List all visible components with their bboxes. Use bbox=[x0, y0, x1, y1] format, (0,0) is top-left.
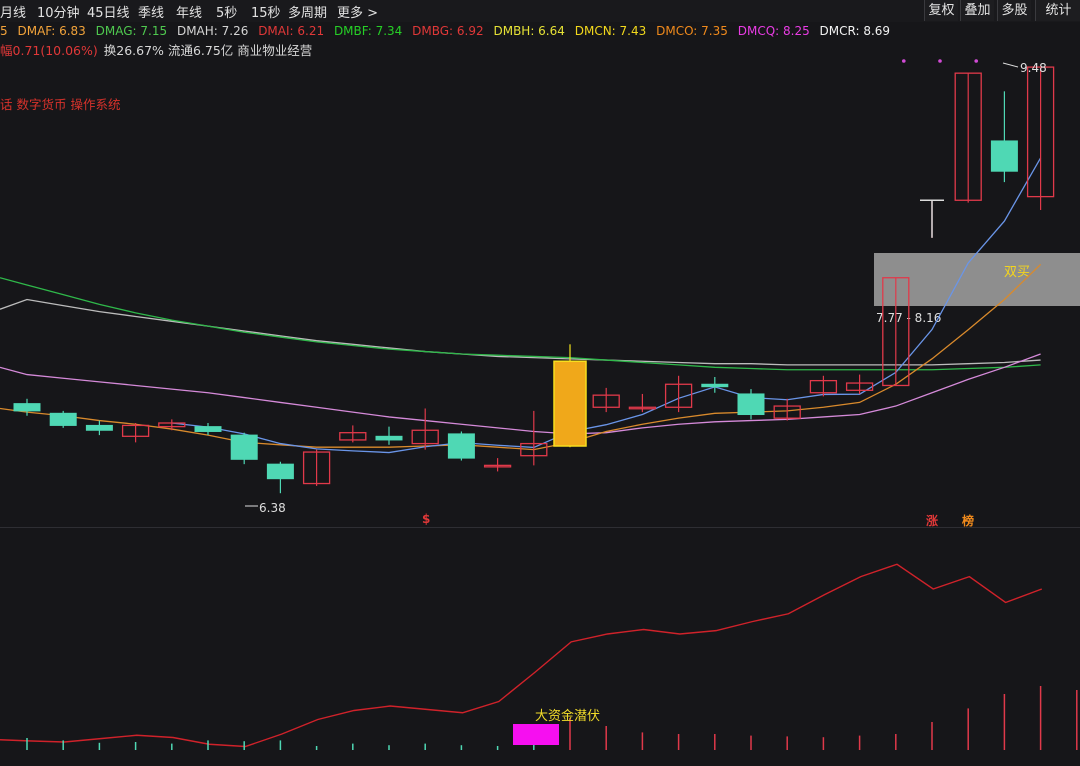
ma-legend-item: DMCQ: 8.25 bbox=[737, 24, 810, 38]
candle-body bbox=[194, 426, 222, 432]
candle-body bbox=[882, 277, 910, 387]
period-10min-tab[interactable]: 10分钟 bbox=[37, 6, 80, 21]
candle-body bbox=[809, 379, 838, 394]
turnover-value: 换26.67% bbox=[103, 43, 164, 58]
period-5s-tab[interactable]: 5秒 bbox=[216, 6, 238, 21]
candle-body bbox=[447, 433, 475, 459]
change-value: 0.71(10.06%) bbox=[12, 43, 98, 58]
candle-body bbox=[628, 406, 657, 410]
candle-body bbox=[121, 424, 150, 437]
marker-dot bbox=[902, 59, 906, 63]
ma-line-pink bbox=[0, 353, 1041, 435]
candle-body bbox=[737, 393, 765, 416]
ma-legend-item: DMBH: 6.64 bbox=[493, 24, 565, 38]
period-multi-tab[interactable]: 多周期 bbox=[288, 6, 328, 21]
multi-stock-button[interactable]: 多股 bbox=[997, 0, 1031, 21]
ma-legend-item: DMAG: 7.15 bbox=[95, 24, 168, 38]
ma-legend-item: DMAH: 7.26 bbox=[176, 24, 249, 38]
candle-body bbox=[592, 394, 620, 408]
ma-legend-item: DMBG: 6.92 bbox=[412, 24, 484, 38]
candle-body bbox=[266, 463, 294, 480]
candle-body bbox=[553, 360, 587, 447]
limit-up-badge[interactable]: 涨 bbox=[926, 514, 939, 528]
candle-body bbox=[845, 382, 874, 391]
ma-line-orange bbox=[0, 263, 1042, 451]
low-price-label: 6.38 bbox=[259, 501, 286, 515]
ma-line-long-gray bbox=[0, 298, 1041, 366]
candle-body bbox=[49, 412, 77, 426]
ma-legend-item: DMAF: 6.83 bbox=[17, 24, 86, 38]
candle-body bbox=[302, 451, 331, 485]
high-price-label: 9.48 bbox=[1020, 61, 1047, 75]
candle-body bbox=[954, 72, 982, 201]
fund-signal-box bbox=[513, 724, 559, 745]
ma-legend-item: DMCN: 7.43 bbox=[574, 24, 647, 38]
ma-legend-item: DMBF: 7.34 bbox=[333, 24, 403, 38]
candle-body bbox=[773, 405, 801, 419]
industry-label[interactable]: 商业物业经营 bbox=[237, 43, 313, 58]
candle-body bbox=[339, 432, 367, 441]
panel-divider bbox=[0, 527, 1080, 528]
candle-body bbox=[13, 403, 41, 412]
period-toolbar: 月线 10分钟 45日线 季线 年线 5秒 15秒 多周期 更多 > 复权 叠加… bbox=[0, 0, 1080, 22]
ma-legend-item: DMCR: 8.69 bbox=[819, 24, 891, 38]
period-year-tab[interactable]: 年线 bbox=[176, 6, 203, 21]
candle-body bbox=[375, 435, 403, 441]
list-badge[interactable]: 榜 bbox=[962, 514, 975, 528]
period-more-menu[interactable]: 更多 > bbox=[337, 6, 379, 21]
statistics-button[interactable]: 统计 bbox=[1035, 0, 1080, 21]
quote-info-bar: 幅0.71(10.06%) 换26.67% 流通6.75亿 商业物业经营 bbox=[0, 40, 312, 59]
marker-dot bbox=[938, 59, 942, 63]
marker-dot bbox=[974, 59, 978, 63]
float-cap-value: 流通6.75亿 bbox=[167, 43, 234, 58]
ma-legend-item: DMCO: 7.35 bbox=[656, 24, 728, 38]
indicator-line bbox=[0, 563, 1043, 748]
candle-body bbox=[411, 429, 439, 445]
period-month-tab[interactable]: 月线 bbox=[0, 6, 27, 21]
candle-body bbox=[990, 140, 1018, 172]
candle-body bbox=[85, 424, 113, 431]
ma-legend: 5 DMAF: 6.83 DMAG: 7.15 DMAH: 7.26 DMAI:… bbox=[0, 24, 896, 38]
candle-body bbox=[483, 464, 512, 468]
adjust-button[interactable]: 复权 bbox=[924, 0, 958, 21]
buy-signal-label: 双买 bbox=[1004, 265, 1031, 280]
candle-body bbox=[520, 442, 548, 457]
high-arrow bbox=[1002, 62, 1019, 68]
ma-legend-item: DMAI: 6.21 bbox=[258, 24, 325, 38]
ma-legend-item: 5 bbox=[0, 24, 8, 38]
period-45day-tab[interactable]: 45日线 bbox=[87, 6, 130, 21]
candle-body bbox=[1026, 66, 1055, 198]
candle-body bbox=[230, 434, 258, 460]
change-prefix: 幅 bbox=[0, 43, 13, 58]
ma-line-long-green bbox=[0, 277, 1041, 371]
candle-body bbox=[664, 383, 693, 408]
concept-tags[interactable]: 话 数字货币 操作系统 bbox=[0, 97, 121, 112]
period-quarter-tab[interactable]: 季线 bbox=[138, 6, 165, 21]
overlay-button[interactable]: 叠加 bbox=[960, 0, 994, 21]
period-15s-tab[interactable]: 15秒 bbox=[251, 6, 281, 21]
candle-body bbox=[701, 383, 729, 388]
candle-body bbox=[158, 422, 186, 428]
dollar-badge[interactable]: $ bbox=[422, 512, 431, 526]
fund-signal-label: 大资金潜伏 bbox=[535, 709, 601, 724]
